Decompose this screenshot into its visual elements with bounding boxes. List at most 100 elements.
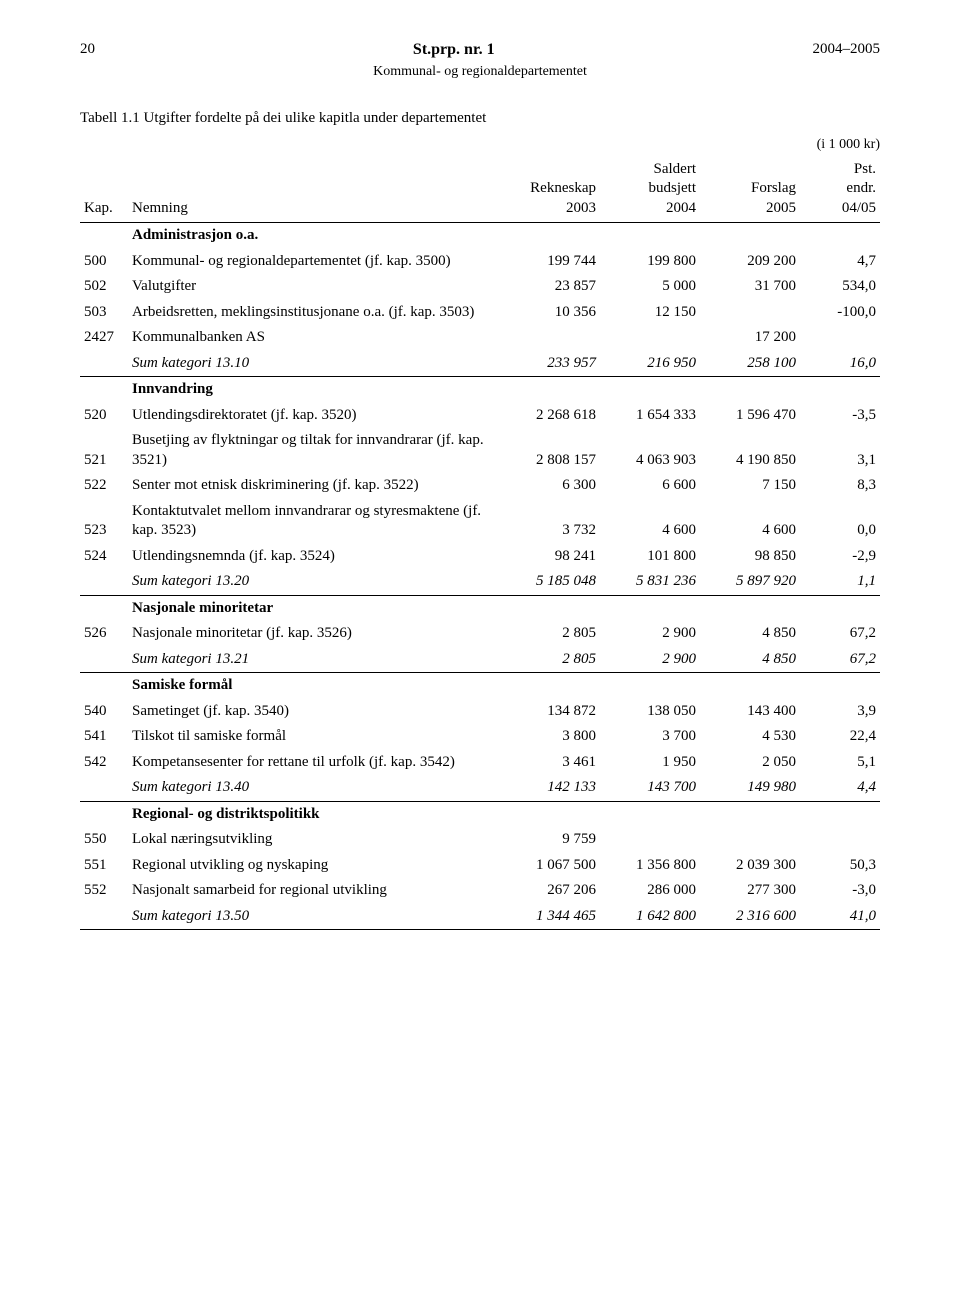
table-caption: Tabell 1.1 Utgifter fordelte på dei ulik… bbox=[80, 109, 880, 129]
row-label: Regional utvikling og nyskaping bbox=[128, 853, 500, 879]
section-label: Innvandring bbox=[128, 377, 880, 403]
row-value: -100,0 bbox=[800, 300, 880, 326]
sum-value: 216 950 bbox=[600, 351, 700, 377]
row-value: 9 759 bbox=[500, 827, 600, 853]
table-row: Sum kategori 13.212 8052 9004 85067,2 bbox=[80, 647, 880, 673]
row-value: 31 700 bbox=[700, 274, 800, 300]
col-pst: Pst. endr. 04/05 bbox=[800, 157, 880, 223]
table-row: 552Nasjonalt samarbeid for regional utvi… bbox=[80, 878, 880, 904]
budget-table: Kap. Nemning Rekneskap 2003 Saldert buds… bbox=[80, 157, 880, 931]
row-value: 1 950 bbox=[600, 750, 700, 776]
row-value: 143 400 bbox=[700, 699, 800, 725]
kap-number: 552 bbox=[80, 878, 128, 904]
table-row: 550Lokal næringsutvikling9 759 bbox=[80, 827, 880, 853]
doc-title: St.prp. nr. 1 bbox=[413, 40, 495, 61]
row-value bbox=[800, 827, 880, 853]
kap-number: 500 bbox=[80, 249, 128, 275]
kap-number: 520 bbox=[80, 403, 128, 429]
row-label: Sametinget (jf. kap. 3540) bbox=[128, 699, 500, 725]
col-nemning: Nemning bbox=[128, 157, 500, 223]
row-value: 3,9 bbox=[800, 699, 880, 725]
table-row: Sum kategori 13.40142 133143 700149 9804… bbox=[80, 775, 880, 801]
row-value: 98 241 bbox=[500, 544, 600, 570]
row-label: Utlendingsdirektoratet (jf. kap. 3520) bbox=[128, 403, 500, 429]
table-row: Sum kategori 13.501 344 4651 642 8002 31… bbox=[80, 904, 880, 930]
row-value: 4 530 bbox=[700, 724, 800, 750]
row-value: 5 000 bbox=[600, 274, 700, 300]
table-row: 502Valutgifter23 8575 00031 700534,0 bbox=[80, 274, 880, 300]
row-value: 4 063 903 bbox=[600, 428, 700, 473]
row-label: Lokal næringsutvikling bbox=[128, 827, 500, 853]
row-value: 134 872 bbox=[500, 699, 600, 725]
row-value: 199 800 bbox=[600, 249, 700, 275]
row-value: 3 461 bbox=[500, 750, 600, 776]
page-header: 20 St.prp. nr. 1 2004–2005 bbox=[80, 40, 880, 61]
row-value bbox=[600, 827, 700, 853]
table-row: 526Nasjonale minoritetar (jf. kap. 3526)… bbox=[80, 621, 880, 647]
row-label: Kontaktutvalet mellom innvandrarar og st… bbox=[128, 499, 500, 544]
unit-label: (i 1 000 kr) bbox=[80, 136, 880, 154]
table-row: Sum kategori 13.205 185 0485 831 2365 89… bbox=[80, 569, 880, 595]
row-value bbox=[800, 325, 880, 351]
sum-value: 67,2 bbox=[800, 647, 880, 673]
row-value: 534,0 bbox=[800, 274, 880, 300]
row-label: Busetjing av flyktningar og tiltak for i… bbox=[128, 428, 500, 473]
row-label: Valutgifter bbox=[128, 274, 500, 300]
section-label: Administrasjon o.a. bbox=[128, 223, 880, 249]
table-row: 541Tilskot til samiske formål3 8003 7004… bbox=[80, 724, 880, 750]
kap-number: 541 bbox=[80, 724, 128, 750]
row-value: 138 050 bbox=[600, 699, 700, 725]
kap-number: 523 bbox=[80, 499, 128, 544]
sum-value: 1 344 465 bbox=[500, 904, 600, 930]
row-value: 67,2 bbox=[800, 621, 880, 647]
row-value: 2 900 bbox=[600, 621, 700, 647]
doc-subtitle: Kommunal- og regionaldepartementet bbox=[80, 63, 880, 81]
sum-value: 2 900 bbox=[600, 647, 700, 673]
col-saldert: Saldert budsjett 2004 bbox=[600, 157, 700, 223]
kap-number: 551 bbox=[80, 853, 128, 879]
sum-label: Sum kategori 13.21 bbox=[128, 647, 500, 673]
table-row: Sum kategori 13.10233 957216 950258 1001… bbox=[80, 351, 880, 377]
sum-value: 5 897 920 bbox=[700, 569, 800, 595]
sum-label: Sum kategori 13.10 bbox=[128, 351, 500, 377]
row-value: 0,0 bbox=[800, 499, 880, 544]
table-row: Nasjonale minoritetar bbox=[80, 595, 880, 621]
row-value: 4 600 bbox=[700, 499, 800, 544]
table-row: 521Busetjing av flyktningar og tiltak fo… bbox=[80, 428, 880, 473]
sum-value: 5 831 236 bbox=[600, 569, 700, 595]
sum-value: 2 805 bbox=[500, 647, 600, 673]
row-value: 199 744 bbox=[500, 249, 600, 275]
row-value: 98 850 bbox=[700, 544, 800, 570]
sum-value: 2 316 600 bbox=[700, 904, 800, 930]
table-row: 2427Kommunalbanken AS17 200 bbox=[80, 325, 880, 351]
row-value: 22,4 bbox=[800, 724, 880, 750]
row-value: 23 857 bbox=[500, 274, 600, 300]
row-value bbox=[600, 325, 700, 351]
table-head: Kap. Nemning Rekneskap 2003 Saldert buds… bbox=[80, 157, 880, 223]
row-value: 6 300 bbox=[500, 473, 600, 499]
sum-value: 142 133 bbox=[500, 775, 600, 801]
kap-number: 524 bbox=[80, 544, 128, 570]
sum-value: 233 957 bbox=[500, 351, 600, 377]
row-label: Kommunal- og regionaldepartementet (jf. … bbox=[128, 249, 500, 275]
sum-value: 1,1 bbox=[800, 569, 880, 595]
row-value: 101 800 bbox=[600, 544, 700, 570]
sum-value: 4,4 bbox=[800, 775, 880, 801]
row-value bbox=[500, 325, 600, 351]
kap-number: 503 bbox=[80, 300, 128, 326]
table-row: 523Kontaktutvalet mellom innvandrarar og… bbox=[80, 499, 880, 544]
kap-number: 550 bbox=[80, 827, 128, 853]
col-kap: Kap. bbox=[80, 157, 128, 223]
row-label: Nasjonalt samarbeid for regional utvikli… bbox=[128, 878, 500, 904]
sum-value: 5 185 048 bbox=[500, 569, 600, 595]
kap-number: 540 bbox=[80, 699, 128, 725]
row-value: 3 800 bbox=[500, 724, 600, 750]
sum-value: 4 850 bbox=[700, 647, 800, 673]
row-value: 3 732 bbox=[500, 499, 600, 544]
kap-number: 502 bbox=[80, 274, 128, 300]
row-value: 12 150 bbox=[600, 300, 700, 326]
table-row: 503Arbeidsretten, meklingsinstitusjonane… bbox=[80, 300, 880, 326]
row-value bbox=[700, 827, 800, 853]
row-value bbox=[700, 300, 800, 326]
kap-number: 522 bbox=[80, 473, 128, 499]
